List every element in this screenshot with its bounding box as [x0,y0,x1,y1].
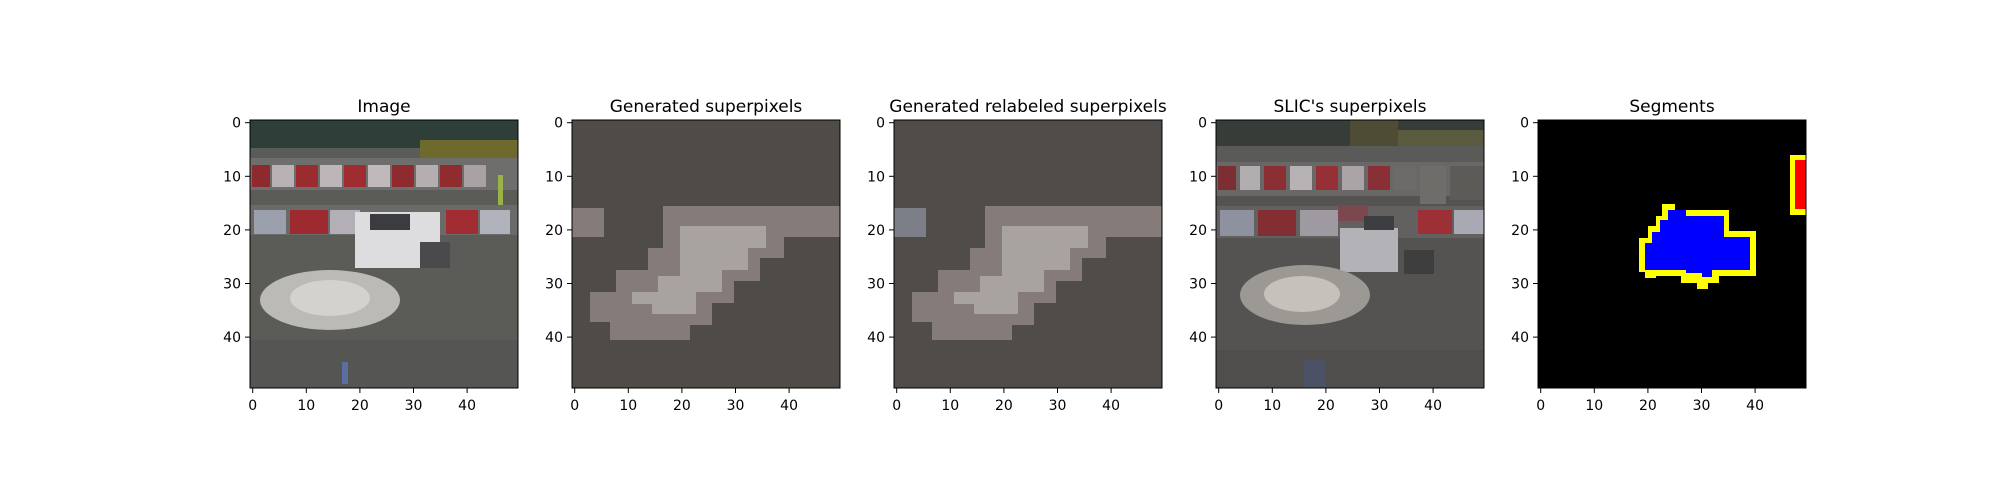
y-tick-label: 10 [1189,169,1207,185]
y-axis: 0 10 20 30 40 [223,116,250,346]
x-tick-label: 30 [1371,398,1389,414]
y-tick-label: 20 [545,223,563,239]
x-axis: 0 10 20 30 40 [892,388,1120,414]
superpixel-region [632,226,766,314]
y-tick-label: 10 [867,169,885,185]
x-tick-label: 30 [1693,398,1711,414]
y-tick-label: 30 [867,277,885,293]
x-axis: 0 10 20 30 40 [1536,388,1764,414]
panel-generated-superpixels: Generated superpixels 0 10 20 30 40 [545,97,841,414]
axes-frame [1537,119,1807,389]
y-tick-label: 20 [223,223,241,239]
axes-frame [249,119,519,389]
x-tick-label: 20 [1639,398,1657,414]
slic-content [1216,120,1484,388]
y-tick-label: 40 [1189,330,1207,346]
relabeled-content [894,120,1162,388]
x-axis: 0 10 20 30 40 [570,388,798,414]
y-tick-label: 0 [232,116,241,132]
x-tick-label: 40 [1424,398,1442,414]
x-tick-label: 20 [673,398,691,414]
y-tick-label: 20 [1511,223,1529,239]
x-tick-label: 0 [892,398,901,414]
panel-slic-superpixels: SLIC's superpixels [1189,97,1485,414]
x-tick-label: 40 [780,398,798,414]
y-tick-label: 30 [1511,277,1529,293]
segments-content [1538,120,1806,388]
panel-title: SLIC's superpixels [1273,97,1426,117]
panel-title: Segments [1629,97,1715,117]
x-tick-label: 40 [458,398,476,414]
panel-title: Generated relabeled superpixels [889,97,1167,117]
segment-red [1795,160,1806,209]
y-axis: 0 10 20 30 40 [1511,116,1538,346]
y-tick-label: 0 [1520,116,1529,132]
x-tick-label: 20 [1317,398,1335,414]
superpixel-content [572,120,840,388]
x-tick-label: 30 [405,398,423,414]
y-tick-label: 30 [545,277,563,293]
y-tick-label: 10 [1511,169,1529,185]
superpixel-region [572,208,604,237]
panel-relabeled-superpixels: Generated relabeled superpixels 0 10 20 … [867,97,1167,414]
superpixel-region [954,226,1088,314]
x-tick-label: 40 [1102,398,1120,414]
panel-title: Image [357,97,410,117]
y-tick-label: 40 [223,330,241,346]
x-tick-label: 0 [248,398,257,414]
panel-segments: Segments 0 10 20 30 40 0 [1511,97,1807,414]
x-tick-label: 0 [1536,398,1545,414]
x-tick-label: 10 [619,398,637,414]
x-axis: 0 10 20 30 40 [1214,388,1442,414]
x-tick-label: 30 [727,398,745,414]
x-tick-label: 20 [351,398,369,414]
y-tick-label: 20 [867,223,885,239]
panel-image: Image [223,97,519,414]
y-tick-label: 30 [1189,277,1207,293]
y-tick-label: 40 [1511,330,1529,346]
y-axis: 0 10 20 30 40 [1189,116,1216,346]
y-axis: 0 10 20 30 40 [867,116,894,346]
x-tick-label: 10 [1263,398,1281,414]
y-tick-label: 0 [1198,116,1207,132]
y-tick-label: 20 [1189,223,1207,239]
y-axis: 0 10 20 30 40 [545,116,572,346]
y-tick-label: 30 [223,277,241,293]
panel-title: Generated superpixels [610,97,803,117]
y-tick-label: 40 [545,330,563,346]
x-tick-label: 20 [995,398,1013,414]
image-content [250,120,518,388]
superpixel-region [894,208,926,237]
y-tick-label: 0 [554,116,563,132]
x-tick-label: 10 [297,398,315,414]
y-tick-label: 40 [867,330,885,346]
segment-blue [1645,210,1750,277]
y-tick-label: 10 [545,169,563,185]
x-tick-label: 10 [941,398,959,414]
y-tick-label: 0 [876,116,885,132]
x-tick-label: 0 [570,398,579,414]
axes-frame [1215,119,1485,389]
x-tick-label: 0 [1214,398,1223,414]
x-tick-label: 40 [1746,398,1764,414]
axes-frame [571,119,841,389]
axes-frame [893,119,1163,389]
y-tick-label: 10 [223,169,241,185]
x-tick-label: 30 [1049,398,1067,414]
x-axis: 0 10 20 30 40 [248,388,476,414]
x-tick-label: 10 [1585,398,1603,414]
